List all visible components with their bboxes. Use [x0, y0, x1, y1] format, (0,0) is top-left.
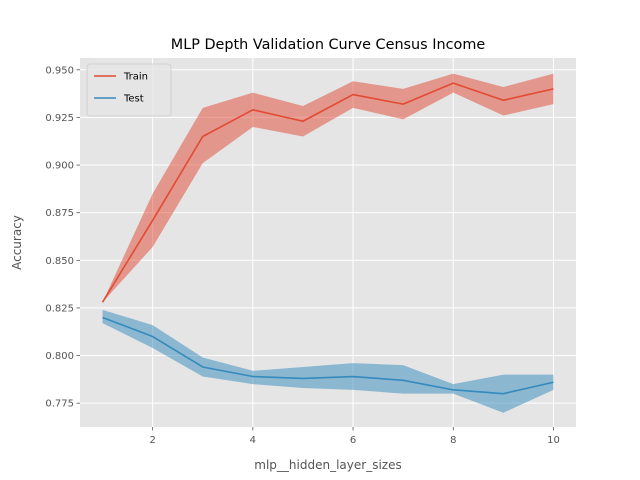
x-tick-label: 6: [350, 435, 356, 446]
x-tick-label: 4: [250, 435, 256, 446]
legend: Train Test: [86, 63, 172, 117]
y-tick-label: 0.775: [45, 399, 74, 410]
y-axis-ticks: 0.775 0.800 0.825 0.850 0.875 0.900 0.925 0.950: [45, 65, 80, 410]
y-tick-label: 0.950: [45, 65, 74, 76]
y-tick-label: 0.900: [45, 161, 74, 172]
x-tick-label: 2: [149, 435, 155, 446]
x-tick-label: 10: [547, 435, 560, 446]
y-tick-label: 0.800: [45, 351, 74, 362]
legend-box: [86, 63, 172, 117]
train-band: [102, 73, 554, 303]
x-tick-label: 8: [450, 435, 456, 446]
y-tick-label: 0.825: [45, 303, 74, 314]
chart-title: MLP Depth Validation Curve Census Income: [171, 37, 486, 53]
y-axis-label: Accuracy: [10, 215, 24, 270]
train-line: [101, 82, 554, 303]
x-axis-ticks: 2 4 6 8 10: [149, 427, 560, 446]
test-line: [102, 316, 554, 395]
legend-label-train: Train: [123, 72, 148, 83]
legend-label-test: Test: [123, 94, 144, 105]
y-tick-label: 0.925: [45, 113, 74, 124]
x-axis-label: mlp__hidden_layer_sizes: [254, 458, 401, 472]
series-lines: [101, 82, 554, 395]
y-tick-label: 0.875: [45, 208, 74, 219]
y-tick-label: 0.850: [45, 256, 74, 267]
